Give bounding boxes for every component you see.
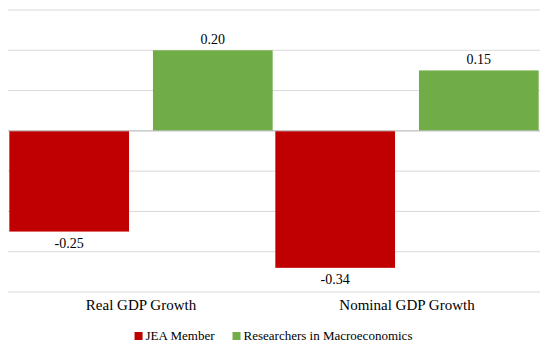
grid-line <box>8 10 540 11</box>
grid-line <box>8 292 540 293</box>
legend-label: Researchers in Macroeconomics <box>244 328 413 343</box>
bar <box>275 131 395 268</box>
grid-line <box>8 251 540 252</box>
legend-item: JEA Member <box>135 328 216 343</box>
data-label: -0.34 <box>321 272 350 287</box>
legend-swatch <box>233 332 241 340</box>
chart-svg: -0.25 -0.34 0.20 0.15 Real GDP Growth Nominal… <box>0 0 547 353</box>
bar <box>419 70 539 130</box>
bar <box>153 50 273 131</box>
x-tick-label: Real GDP Growth <box>86 297 197 313</box>
data-label: -0.25 <box>55 236 84 251</box>
chart-container: -0.25 -0.34 0.20 0.15 Real GDP Growth Nominal… <box>0 0 547 353</box>
zero-line <box>8 130 540 131</box>
legend: JEA Member Researchers in Macroeconomics <box>135 328 413 343</box>
data-label: 0.20 <box>201 32 226 47</box>
x-tick-label: Nominal GDP Growth <box>339 297 475 313</box>
bar <box>9 131 129 232</box>
legend-label: JEA Member <box>146 328 216 343</box>
legend-swatch <box>135 332 143 340</box>
legend-item: Researchers in Macroeconomics <box>233 328 413 343</box>
bars <box>9 50 538 268</box>
grid-line <box>8 130 540 131</box>
data-labels: -0.25 -0.34 0.20 0.15 <box>55 32 491 287</box>
data-label: 0.15 <box>467 52 492 67</box>
grid-line <box>8 50 540 51</box>
